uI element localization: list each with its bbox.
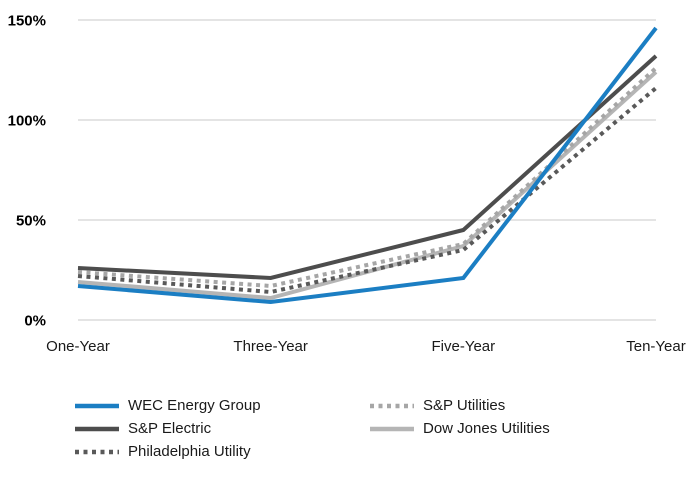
x-tick-label: One-Year <box>46 338 110 355</box>
legend-item-sp-utilities: S&P Utilities <box>370 394 550 417</box>
series-line-wec-energy-group <box>77 26 658 305</box>
series-line-s-p-electric <box>77 54 658 281</box>
legend-label-dow-jones-utilities: Dow Jones Utilities <box>423 420 550 437</box>
legend-swatch-sp-electric <box>75 426 119 431</box>
legend-label-sp-electric: S&P Electric <box>128 420 212 437</box>
y-tick-label: 0% <box>24 313 46 330</box>
legend-swatch-sp-utilities <box>370 403 414 408</box>
x-tick-label: Five-Year <box>432 338 496 355</box>
y-tick-label: 150% <box>8 13 46 30</box>
legend-swatch-philadelphia-utility <box>75 449 119 454</box>
chart-legend-column-left: WEC Energy Group S&P Electric Philadelph… <box>75 394 261 463</box>
legend-label-sp-utilities: S&P Utilities <box>423 397 506 414</box>
legend-item-sp-electric: S&P Electric <box>75 417 261 440</box>
legend-label-philadelphia-utility: Philadelphia Utility <box>128 443 251 460</box>
y-tick-label: 100% <box>8 113 46 130</box>
series-line-philadelphia-utility <box>77 86 658 295</box>
legend-item-dow-jones-utilities: Dow Jones Utilities <box>370 417 550 440</box>
x-tick-label: Three-Year <box>233 338 308 355</box>
legend-swatch-wec-energy-group <box>75 403 119 408</box>
chart-legend-column-right: S&P Utilities Dow Jones Utilities <box>370 394 550 440</box>
line-chart-plot: 0% 50% 100% 150% One-Year Three-Year Five-Year… <box>8 13 686 356</box>
legend-item-wec-energy-group: WEC Energy Group <box>75 394 261 417</box>
legend-label-wec-energy-group: WEC Energy Group <box>128 397 261 414</box>
y-tick-label: 50% <box>16 213 46 230</box>
x-tick-label: Ten-Year <box>626 338 686 355</box>
legend-item-philadelphia-utility: Philadelphia Utility <box>75 440 261 463</box>
legend-swatch-dow-jones-utilities <box>370 426 414 431</box>
